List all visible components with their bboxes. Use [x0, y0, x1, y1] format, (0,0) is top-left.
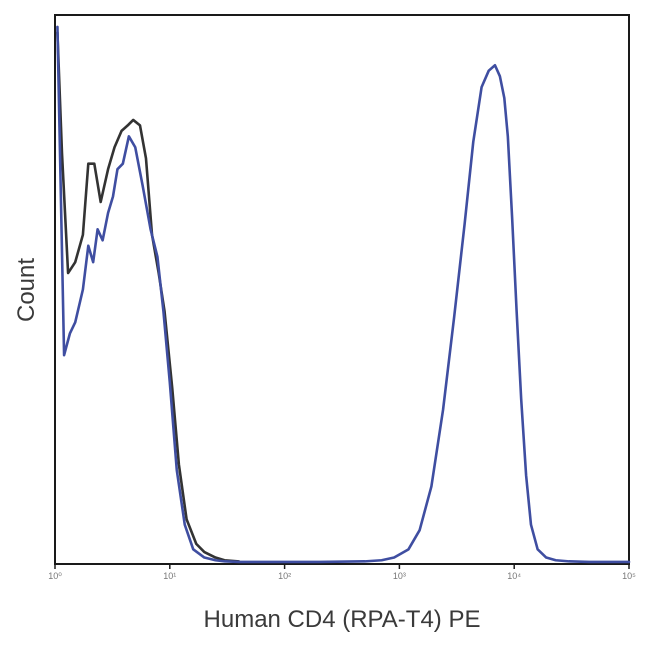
x-tick-label: 10³ [393, 571, 406, 581]
y-axis-label: Count [13, 258, 40, 322]
x-tick-label: 10⁴ [507, 571, 521, 581]
series-layer [56, 25, 631, 564]
series-line-blue [56, 25, 631, 564]
series-line-black [56, 31, 241, 563]
plot-frame [54, 14, 630, 565]
x-axis-label: Human CD4 (RPA-T4) PE [204, 606, 481, 633]
x-axis-ticks: 10⁰ 10¹ 10² 10³ 10⁴ 10⁵ [48, 564, 636, 581]
x-tick-label: 10⁰ [48, 571, 62, 581]
x-tick-label: 10⁵ [622, 571, 636, 581]
x-tick-label: 10² [278, 571, 291, 581]
x-tick-label: 10¹ [163, 571, 176, 581]
